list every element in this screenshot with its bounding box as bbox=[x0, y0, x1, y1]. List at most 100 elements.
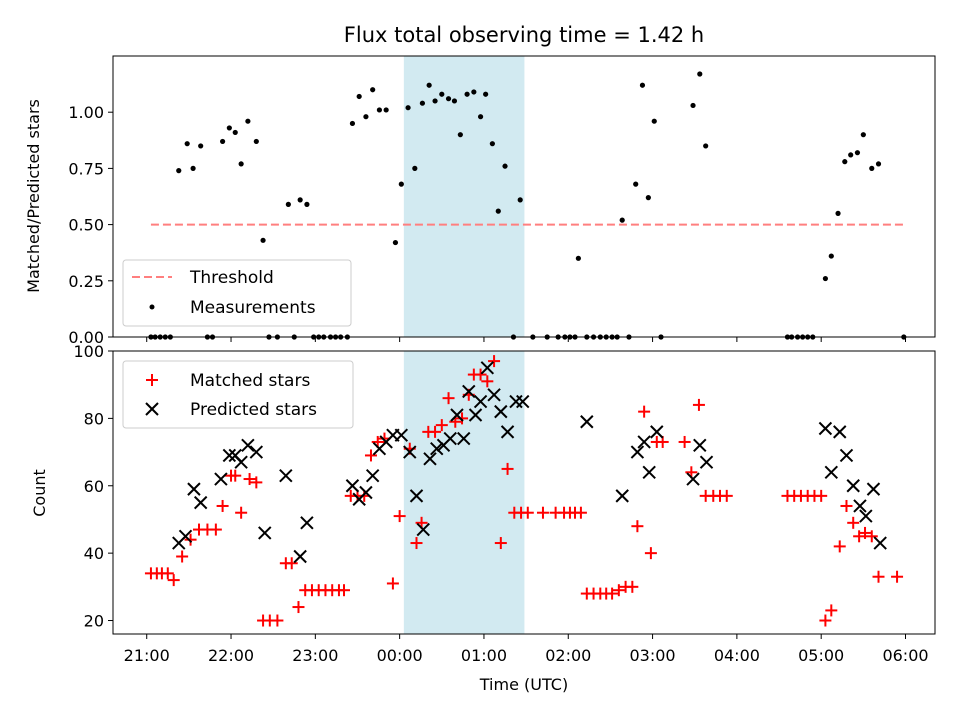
predicted-star-point bbox=[359, 485, 373, 500]
predicted-star-point bbox=[403, 445, 417, 459]
matched-star-point bbox=[429, 425, 442, 438]
predicted-star-point bbox=[824, 465, 839, 479]
matched-star-point bbox=[488, 355, 501, 368]
measurement-point bbox=[349, 120, 356, 127]
legend-predicted-swatch bbox=[145, 402, 159, 416]
matched-star-point bbox=[847, 516, 860, 529]
measurement-point bbox=[869, 165, 875, 171]
measurement-point bbox=[432, 98, 438, 104]
measurement-point bbox=[176, 168, 182, 174]
matched-star-point bbox=[338, 584, 351, 597]
top-y-tick-label: 0.50 bbox=[68, 216, 104, 235]
predicted-star-point bbox=[416, 522, 430, 537]
matched-star-point bbox=[209, 523, 222, 536]
measurement-point bbox=[198, 143, 204, 149]
measurement-point bbox=[184, 141, 190, 147]
measurement-point bbox=[356, 93, 362, 100]
top-x-ticks bbox=[146, 337, 906, 342]
bottom-y-tick-label: 40 bbox=[84, 544, 104, 563]
matched-star-point bbox=[285, 557, 298, 570]
bottom-y-tick-label: 80 bbox=[84, 409, 104, 428]
top-legend: Threshold Measurements bbox=[122, 259, 352, 327]
matched-star-point bbox=[678, 435, 691, 448]
matched-star-point bbox=[819, 614, 832, 627]
predicted-star-point bbox=[193, 495, 208, 510]
measurement-point bbox=[405, 105, 411, 111]
matched-star-point bbox=[494, 537, 507, 550]
measurement-point bbox=[639, 82, 646, 88]
predicted-star-point bbox=[443, 431, 457, 446]
predicted-star-point bbox=[293, 549, 307, 564]
predicted-star-point bbox=[693, 438, 707, 453]
measurement-point bbox=[392, 239, 399, 246]
legend-measurements-swatch bbox=[149, 304, 155, 310]
x-tick-label: 03:00 bbox=[630, 646, 676, 665]
measurement-point bbox=[220, 138, 226, 145]
measurement-point bbox=[363, 114, 369, 120]
x-tick-label: 01:00 bbox=[461, 646, 507, 665]
bottom-y-ticks: 20 40 60 80 100 bbox=[73, 342, 113, 631]
measurement-point bbox=[398, 181, 404, 187]
matched-star-point bbox=[167, 574, 180, 587]
measurement-point bbox=[260, 237, 266, 243]
top-panel: 0.00 0.25 0.50 0.75 1.00 Flux total observin… bbox=[24, 23, 936, 347]
measurement-point bbox=[445, 96, 452, 102]
predicted-star-point bbox=[430, 441, 444, 456]
matched-star-point bbox=[840, 499, 853, 512]
matched-star-point bbox=[435, 419, 448, 432]
measurement-point bbox=[426, 82, 432, 88]
matched-star-point bbox=[456, 412, 469, 425]
measurement-point bbox=[439, 91, 445, 97]
measurement-point bbox=[383, 107, 389, 113]
legend-threshold-label: Threshold bbox=[189, 268, 274, 288]
predicted-star-point bbox=[462, 384, 476, 399]
measurement-point bbox=[828, 253, 834, 259]
measurement-point bbox=[471, 89, 477, 95]
matched-star-point bbox=[393, 510, 406, 523]
predicted-star-point bbox=[450, 408, 464, 422]
measurement-point bbox=[477, 114, 484, 120]
x-tick-label: 22:00 bbox=[208, 646, 254, 665]
predicted-star-point bbox=[853, 499, 867, 513]
predicted-star-point bbox=[423, 452, 437, 466]
predicted-star-point bbox=[833, 425, 847, 439]
matched-star-point bbox=[536, 506, 549, 519]
predicted-star-point bbox=[241, 438, 255, 453]
predicted-star-point bbox=[409, 489, 424, 503]
bottom-x-ticks: 21:00 22:00 23:00 00:00 01:00 02:00 03:00 04:00… bbox=[124, 634, 929, 665]
measurement-point bbox=[822, 275, 829, 282]
x-tick-label: 05:00 bbox=[798, 646, 844, 665]
x-tick-label: 02:00 bbox=[545, 646, 591, 665]
matched-star-point bbox=[184, 533, 197, 546]
predicted-stars-series bbox=[172, 361, 887, 564]
measurement-point bbox=[238, 161, 244, 167]
predicted-star-point bbox=[178, 529, 193, 544]
predicted-star-point bbox=[494, 404, 508, 419]
matched-star-point bbox=[292, 601, 305, 614]
measurement-point bbox=[376, 107, 383, 113]
measurement-point bbox=[697, 71, 703, 77]
matched-star-point bbox=[626, 580, 639, 593]
predicted-star-point bbox=[500, 425, 515, 439]
legend-matched-label: Matched stars bbox=[190, 371, 310, 391]
bottom-y-tick-label: 60 bbox=[84, 477, 104, 496]
matched-star-point bbox=[644, 547, 657, 560]
predicted-star-point bbox=[487, 388, 501, 402]
legend-predicted-label: Predicted stars bbox=[190, 400, 317, 420]
matched-star-point bbox=[612, 584, 625, 597]
matched-star-point bbox=[815, 489, 828, 502]
predicted-star-point bbox=[187, 482, 201, 496]
x-axis-label: Time (UTC) bbox=[479, 675, 568, 694]
matched-star-point bbox=[638, 405, 651, 418]
top-axes-frame bbox=[112, 55, 936, 338]
measurement-point bbox=[370, 87, 376, 93]
matched-star-point bbox=[891, 570, 904, 583]
matched-star-point bbox=[692, 398, 705, 411]
matched-star-point bbox=[442, 392, 455, 405]
measurement-point bbox=[464, 91, 470, 97]
measurement-point bbox=[297, 197, 303, 203]
matched-star-point bbox=[521, 506, 534, 519]
matched-star-point bbox=[176, 550, 189, 563]
measurement-point bbox=[517, 197, 523, 203]
